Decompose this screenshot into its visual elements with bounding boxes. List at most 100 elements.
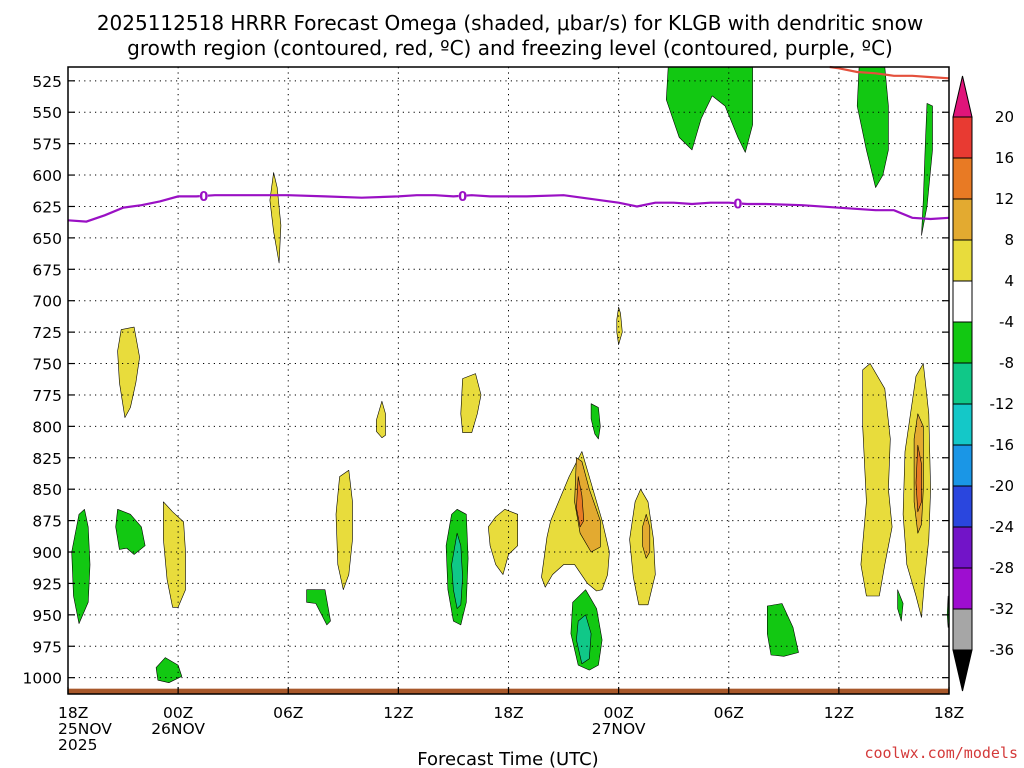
colorbar-swatch — [952, 444, 973, 487]
colorbar-swatch — [952, 403, 973, 446]
contour-label-bg — [733, 197, 742, 210]
y-tick-label: 950 — [32, 607, 62, 625]
x-tick-label: 2025 — [58, 736, 97, 754]
dotted-grid — [67, 67, 950, 694]
colorbar-label: -36 — [990, 641, 1015, 659]
x-tick-label: 25NOV — [58, 720, 112, 738]
colorbar-label: 16 — [995, 149, 1014, 167]
omega-region — [856, 66, 889, 188]
x-tick-label: 26NOV — [151, 720, 205, 738]
colorbar-swatch — [952, 116, 973, 159]
y-tick-label: 750 — [32, 356, 62, 374]
omega-region — [766, 603, 799, 657]
omega-region — [460, 373, 482, 433]
chart-title: 2025112518 HRRR Forecast Omega (shaded, … — [97, 11, 923, 35]
x-tick-label: 18Z — [58, 704, 88, 722]
freezing-level-contour — [67, 194, 950, 223]
colorbar-label: 4 — [1004, 272, 1014, 290]
x-axis-label: Forecast Time (UTC) — [417, 749, 598, 768]
colorbar-label: -20 — [990, 477, 1015, 495]
omega-region — [487, 508, 519, 575]
omega-region — [576, 614, 592, 665]
y-tick-label: 700 — [32, 293, 62, 311]
colorbar-top-arrow — [952, 75, 973, 118]
colorbar-label: -24 — [990, 518, 1015, 536]
chart-subtitle: growth region (contoured, red, ºC) and f… — [127, 36, 893, 60]
omega-region — [574, 457, 601, 553]
colorbar-swatch — [952, 239, 973, 282]
omega-region — [576, 476, 585, 528]
colorbar-label: -16 — [990, 436, 1015, 454]
omega-region — [915, 444, 922, 513]
omega-region — [117, 326, 140, 418]
y-tick-label: 975 — [32, 638, 62, 656]
colorbar-swatch — [952, 567, 973, 610]
x-tick-label: 27NOV — [592, 720, 646, 738]
contour-label-bg — [199, 189, 208, 202]
omega-region — [642, 513, 651, 559]
x-tick-label: 00Z — [163, 704, 193, 722]
x-tick-label: 06Z — [273, 704, 303, 722]
y-tick-label: 550 — [32, 104, 62, 122]
colorbar-swatch — [952, 280, 973, 323]
y-tick-label: 525 — [32, 73, 62, 91]
y-tick-label: 775 — [32, 387, 62, 405]
colorbar-swatch — [952, 157, 973, 200]
y-tick-label: 800 — [32, 418, 62, 436]
omega-region — [335, 469, 353, 591]
omega-region — [921, 103, 933, 236]
y-tick-label: 1000 — [23, 670, 62, 688]
omega-region — [306, 589, 331, 626]
colorbar-label: 12 — [995, 190, 1014, 208]
freezing-level-label: 0 — [199, 190, 208, 205]
omega-region — [163, 501, 186, 608]
contour-label-bg — [458, 189, 467, 202]
omega-region — [860, 363, 893, 597]
colorbar: 20 16 12 8 4 -4 -8 -12 -16 -20 -24 -28 -32 -36 — [952, 75, 1015, 692]
colorbar-label: 20 — [995, 108, 1014, 126]
omega-region — [897, 589, 904, 622]
x-tick-label: 00Z — [603, 704, 633, 722]
y-tick-label: 725 — [32, 324, 62, 342]
y-tick-label: 925 — [32, 575, 62, 593]
y-tick-label: 850 — [32, 481, 62, 499]
y-tick-label: 625 — [32, 198, 62, 216]
x-tick-label: 18Z — [934, 704, 964, 722]
pressure-axis: 525 550 575 600 625 650 675 700 725 750 775 800 825 8… — [23, 73, 949, 688]
freezing-level-label: 0 — [733, 197, 742, 212]
omega-region — [269, 172, 282, 264]
colorbar-label: 8 — [1004, 231, 1014, 249]
y-tick-label: 875 — [32, 513, 62, 531]
omega-shaded-regions — [71, 66, 950, 684]
omega-region — [541, 451, 610, 592]
colorbar-swatch — [952, 526, 973, 569]
omega-region — [115, 508, 146, 555]
omega-region — [590, 403, 601, 440]
contour-lines: 0 0 0 — [67, 65, 950, 223]
credit-text: coolwx.com/models — [864, 744, 1018, 762]
omega-region — [155, 657, 183, 684]
colorbar-label: -4 — [999, 313, 1014, 331]
freezing-level-label: 0 — [458, 190, 467, 205]
x-tick-label: 18Z — [493, 704, 523, 722]
colorbar-swatch — [952, 485, 973, 528]
y-tick-label: 900 — [32, 544, 62, 562]
omega-region — [71, 508, 91, 624]
omega-region — [616, 306, 623, 346]
omega-region — [629, 488, 656, 606]
colorbar-label: -8 — [999, 354, 1014, 372]
colorbar-label: -12 — [990, 395, 1015, 413]
omega-region — [451, 532, 463, 609]
x-tick-label: 12Z — [824, 704, 854, 722]
dgz-contour — [829, 65, 950, 80]
colorbar-swatch — [952, 608, 973, 651]
colorbar-label: -32 — [990, 600, 1015, 618]
y-tick-label: 675 — [32, 261, 62, 279]
x-tick-label: 06Z — [714, 704, 744, 722]
y-tick-label: 600 — [32, 167, 62, 185]
omega-region — [665, 66, 753, 153]
y-tick-label: 575 — [32, 136, 62, 154]
colorbar-swatch — [952, 321, 973, 364]
